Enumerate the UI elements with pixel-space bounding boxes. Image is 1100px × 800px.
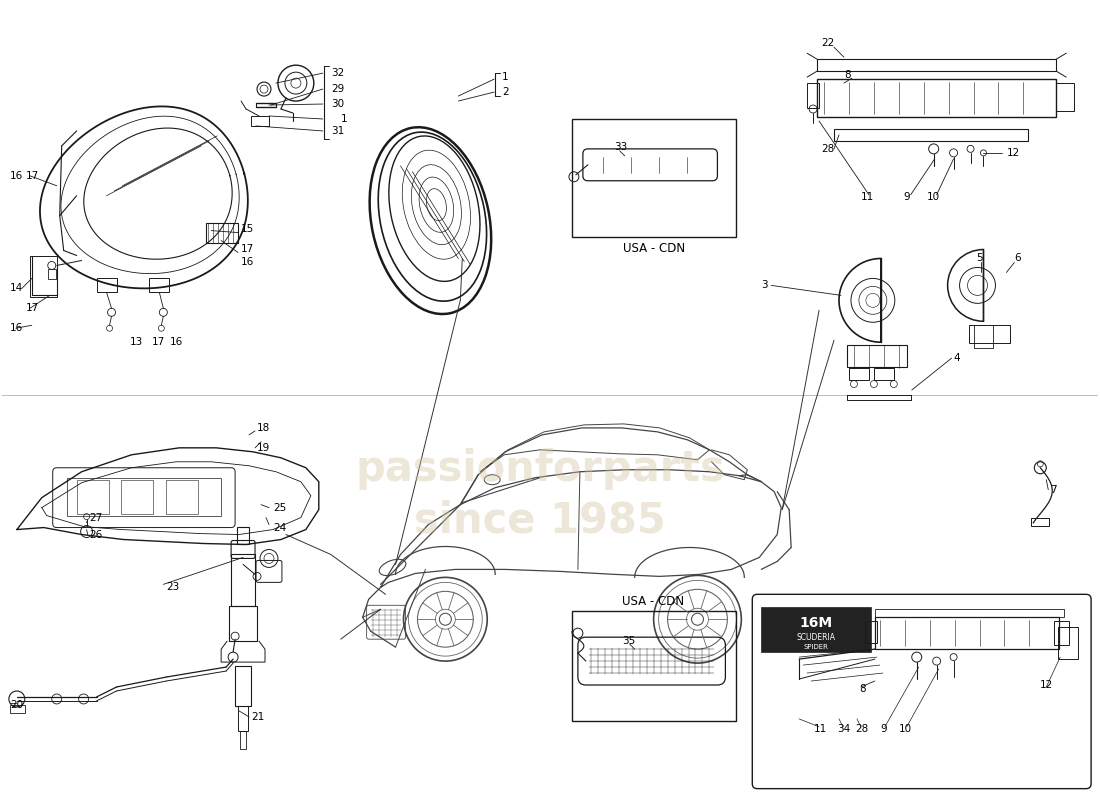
- Text: 14: 14: [10, 283, 23, 294]
- Bar: [761, 607, 871, 652]
- Text: 21: 21: [251, 712, 264, 722]
- Text: 30: 30: [331, 99, 344, 109]
- Text: 28: 28: [821, 144, 834, 154]
- Text: 9: 9: [904, 192, 911, 202]
- Bar: [1054, 622, 1069, 645]
- Text: 6: 6: [1014, 254, 1021, 263]
- Text: 5: 5: [977, 254, 983, 263]
- Text: 4: 4: [954, 353, 960, 363]
- Text: 1: 1: [503, 72, 509, 82]
- Bar: [849, 368, 869, 380]
- Bar: [572, 119, 736, 237]
- Bar: [10, 705, 25, 713]
- Bar: [1056, 83, 1075, 111]
- Text: 16: 16: [10, 170, 23, 181]
- Text: 3: 3: [761, 280, 768, 290]
- Bar: [873, 368, 894, 380]
- Text: 29: 29: [331, 84, 344, 94]
- Bar: [807, 83, 820, 108]
- Text: 10: 10: [926, 192, 939, 202]
- Text: 17: 17: [241, 243, 254, 254]
- Text: 20: 20: [10, 700, 23, 710]
- Text: 16: 16: [169, 338, 183, 347]
- Text: 16: 16: [241, 258, 254, 267]
- Text: 17: 17: [25, 303, 40, 314]
- Text: 8: 8: [844, 70, 850, 80]
- Text: 24: 24: [273, 522, 286, 533]
- Bar: [77, 480, 109, 514]
- Text: 7: 7: [1050, 485, 1057, 494]
- Bar: [865, 622, 877, 643]
- Bar: [817, 79, 1056, 117]
- Text: 2: 2: [503, 87, 509, 97]
- Text: 25: 25: [273, 502, 286, 513]
- Bar: [150, 278, 169, 292]
- Text: USA - CDN: USA - CDN: [621, 594, 684, 608]
- Bar: [238, 526, 249, 545]
- Bar: [206, 222, 238, 242]
- Text: 11: 11: [861, 192, 875, 202]
- Bar: [235, 666, 251, 706]
- Text: 16M: 16M: [800, 616, 833, 630]
- Text: 33: 33: [614, 142, 627, 152]
- Text: 11: 11: [814, 724, 827, 734]
- Bar: [229, 606, 257, 641]
- Text: 1: 1: [341, 114, 348, 124]
- Bar: [47, 270, 56, 279]
- Text: 12: 12: [1041, 680, 1054, 690]
- Bar: [572, 611, 736, 721]
- Text: 12: 12: [1006, 148, 1020, 158]
- Text: 32: 32: [331, 68, 344, 78]
- Bar: [817, 59, 1056, 71]
- Text: 31: 31: [331, 126, 344, 136]
- Bar: [251, 116, 270, 126]
- Bar: [874, 610, 1064, 618]
- Bar: [238, 706, 249, 731]
- Text: 13: 13: [130, 338, 143, 347]
- Bar: [231, 554, 255, 606]
- Text: 16: 16: [10, 323, 23, 334]
- Text: 22: 22: [821, 38, 834, 48]
- Text: 23: 23: [166, 582, 179, 592]
- Text: 10: 10: [899, 724, 912, 734]
- Text: 35: 35: [621, 636, 635, 646]
- Bar: [97, 278, 117, 292]
- Text: 9: 9: [881, 724, 888, 734]
- Text: SPIDER: SPIDER: [804, 644, 828, 650]
- Text: 18: 18: [257, 423, 271, 433]
- Text: 17: 17: [25, 170, 40, 181]
- Bar: [874, 618, 1059, 649]
- Text: 17: 17: [152, 338, 165, 347]
- Bar: [67, 478, 221, 515]
- Text: 8: 8: [859, 684, 866, 694]
- Text: 19: 19: [257, 443, 271, 453]
- Text: passionforparts
since 1985: passionforparts since 1985: [355, 448, 725, 542]
- Text: USA - CDN: USA - CDN: [623, 242, 684, 255]
- Text: 34: 34: [837, 724, 850, 734]
- Text: 26: 26: [89, 530, 103, 539]
- Bar: [1058, 627, 1078, 659]
- Text: 28: 28: [855, 724, 868, 734]
- Bar: [1032, 518, 1049, 526]
- Bar: [834, 129, 1028, 141]
- Text: 27: 27: [89, 513, 103, 522]
- Bar: [847, 345, 906, 367]
- Bar: [30, 255, 57, 298]
- Text: SCUDERIA: SCUDERIA: [796, 633, 836, 642]
- Bar: [240, 731, 246, 749]
- Bar: [968, 326, 1011, 343]
- Text: 15: 15: [241, 223, 254, 234]
- Bar: [121, 480, 153, 514]
- Bar: [166, 480, 198, 514]
